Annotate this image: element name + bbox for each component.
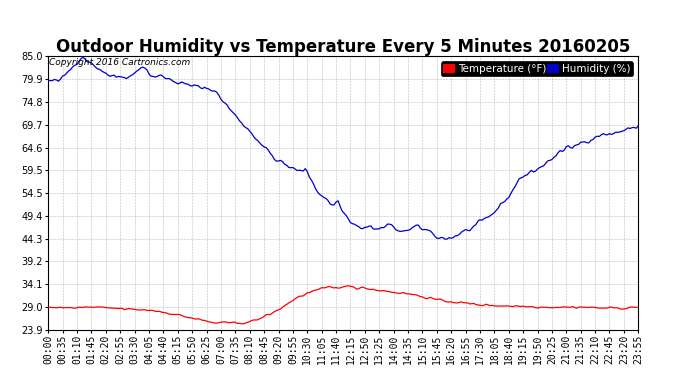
- Title: Outdoor Humidity vs Temperature Every 5 Minutes 20160205: Outdoor Humidity vs Temperature Every 5 …: [56, 38, 631, 56]
- Legend: Temperature (°F), Humidity (%): Temperature (°F), Humidity (%): [441, 62, 633, 76]
- Text: Copyright 2016 Cartronics.com: Copyright 2016 Cartronics.com: [50, 58, 190, 67]
